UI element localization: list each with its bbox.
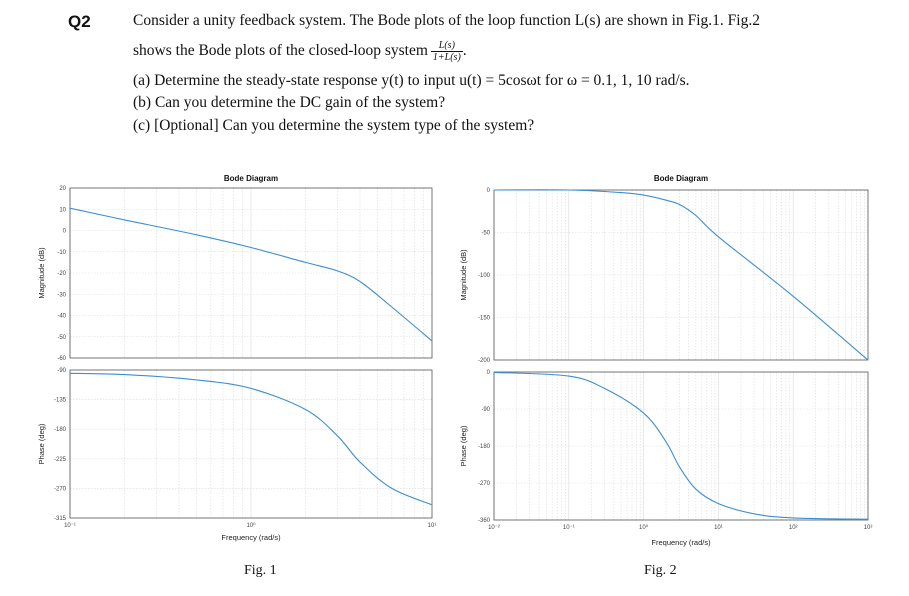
chart2-xtick-label: 10⁻¹ — [563, 525, 575, 531]
fig2-caption: Fig. 2 — [644, 563, 677, 578]
chart2-xtick-label: 10⁻² — [488, 525, 500, 531]
chart2-ytick-label: -360 — [478, 518, 491, 524]
chart2-series-2-line — [493, 371, 869, 520]
fraction-denominator: 1+L(s) — [432, 52, 461, 63]
chart1-xlabel: Frequency (rad/s) — [221, 533, 281, 542]
chart1-ytick-label: -10 — [57, 250, 66, 256]
chart1-ytick-label: 10 — [59, 207, 66, 213]
chart2-panel-2-frame — [493, 371, 869, 521]
chart1-series-2-line — [69, 372, 433, 506]
question-part-a: (a) Determine the steady-state response … — [133, 72, 690, 89]
question-part-c: (c) [Optional] Can you determine the sys… — [133, 117, 535, 134]
chart2-ytick-label: -100 — [478, 273, 491, 279]
chart2-xlabel: Frequency (rad/s) — [651, 538, 711, 547]
chart2-ylabel-2: Phase (deg) — [459, 425, 468, 466]
chart1-ytick-label: -315 — [54, 516, 67, 522]
chart2-xtick-label: 10¹ — [714, 525, 723, 531]
fraction-numerator: L(s) — [430, 40, 463, 52]
chart1-ytick-label: -225 — [54, 457, 67, 463]
chart1-ytick-label: -60 — [57, 356, 66, 362]
chart2-panel-1-frame — [493, 189, 869, 361]
question-line-1: Consider a unity feedback system. The Bo… — [133, 12, 760, 29]
fig1-caption: Fig. 1 — [244, 563, 277, 578]
chart2-title: Bode Diagram — [654, 174, 708, 183]
chart2-ytick-label: -200 — [478, 358, 491, 364]
chart1-ytick-label: -20 — [57, 271, 66, 277]
question-part-b: (b) Can you determine the DC gain of the… — [133, 94, 446, 111]
chart2-ytick-label: -150 — [478, 316, 491, 322]
chart2-ylabel-1: Magnitude (dB) — [459, 249, 468, 301]
chart1-ytick-label: -50 — [57, 335, 66, 341]
chart1-ylabel-1: Magnitude (dB) — [37, 247, 46, 299]
chart1-ytick-label: 20 — [59, 186, 66, 192]
chart1-ytick-label: -90 — [57, 368, 66, 374]
question-line-2: shows the Bode plots of the closed-loop … — [133, 40, 467, 63]
chart2-ytick-label: -90 — [481, 407, 490, 413]
chart2-xtick-label: 10³ — [864, 525, 873, 531]
chart1-ytick-label: -135 — [54, 398, 67, 404]
chart2-xtick-label: 10² — [789, 525, 798, 531]
chart1-ytick-label: -180 — [54, 427, 67, 433]
chart2-ytick-label: -270 — [478, 481, 491, 487]
chart2-series-1-line — [493, 189, 869, 361]
chart1-ylabel-2: Phase (deg) — [37, 423, 46, 464]
chart2-xtick-label: 10⁰ — [639, 524, 649, 531]
chart1-series-1-line — [69, 207, 433, 342]
chart2-ytick-label: -180 — [478, 444, 491, 450]
chart1-ytick-label: -30 — [57, 292, 66, 298]
chart2-ytick-label: -50 — [481, 231, 490, 237]
chart2-ytick-label: 0 — [487, 188, 491, 194]
chart1-ytick-label: -40 — [57, 314, 66, 320]
question-line-2-suffix: . — [462, 42, 467, 60]
chart1-xtick-label: 10¹ — [428, 523, 437, 529]
chart1-title: Bode Diagram — [224, 174, 278, 183]
chart1-panel-2-frame — [69, 369, 433, 519]
chart1-panel-1-frame — [69, 187, 433, 359]
chart2-ytick-label: 0 — [487, 370, 491, 376]
chart1-ytick-label: -270 — [54, 486, 67, 492]
chart1-ytick-label: 0 — [63, 229, 67, 235]
transfer-fraction: L(s) 1+L(s) — [430, 40, 463, 63]
chart1-xtick-label: 10⁻¹ — [64, 523, 76, 529]
chart1-xtick-label: 10⁰ — [246, 522, 256, 529]
question-label: Q2 — [68, 12, 91, 31]
question-line-2-prefix: shows the Bode plots of the closed-loop … — [133, 42, 428, 60]
